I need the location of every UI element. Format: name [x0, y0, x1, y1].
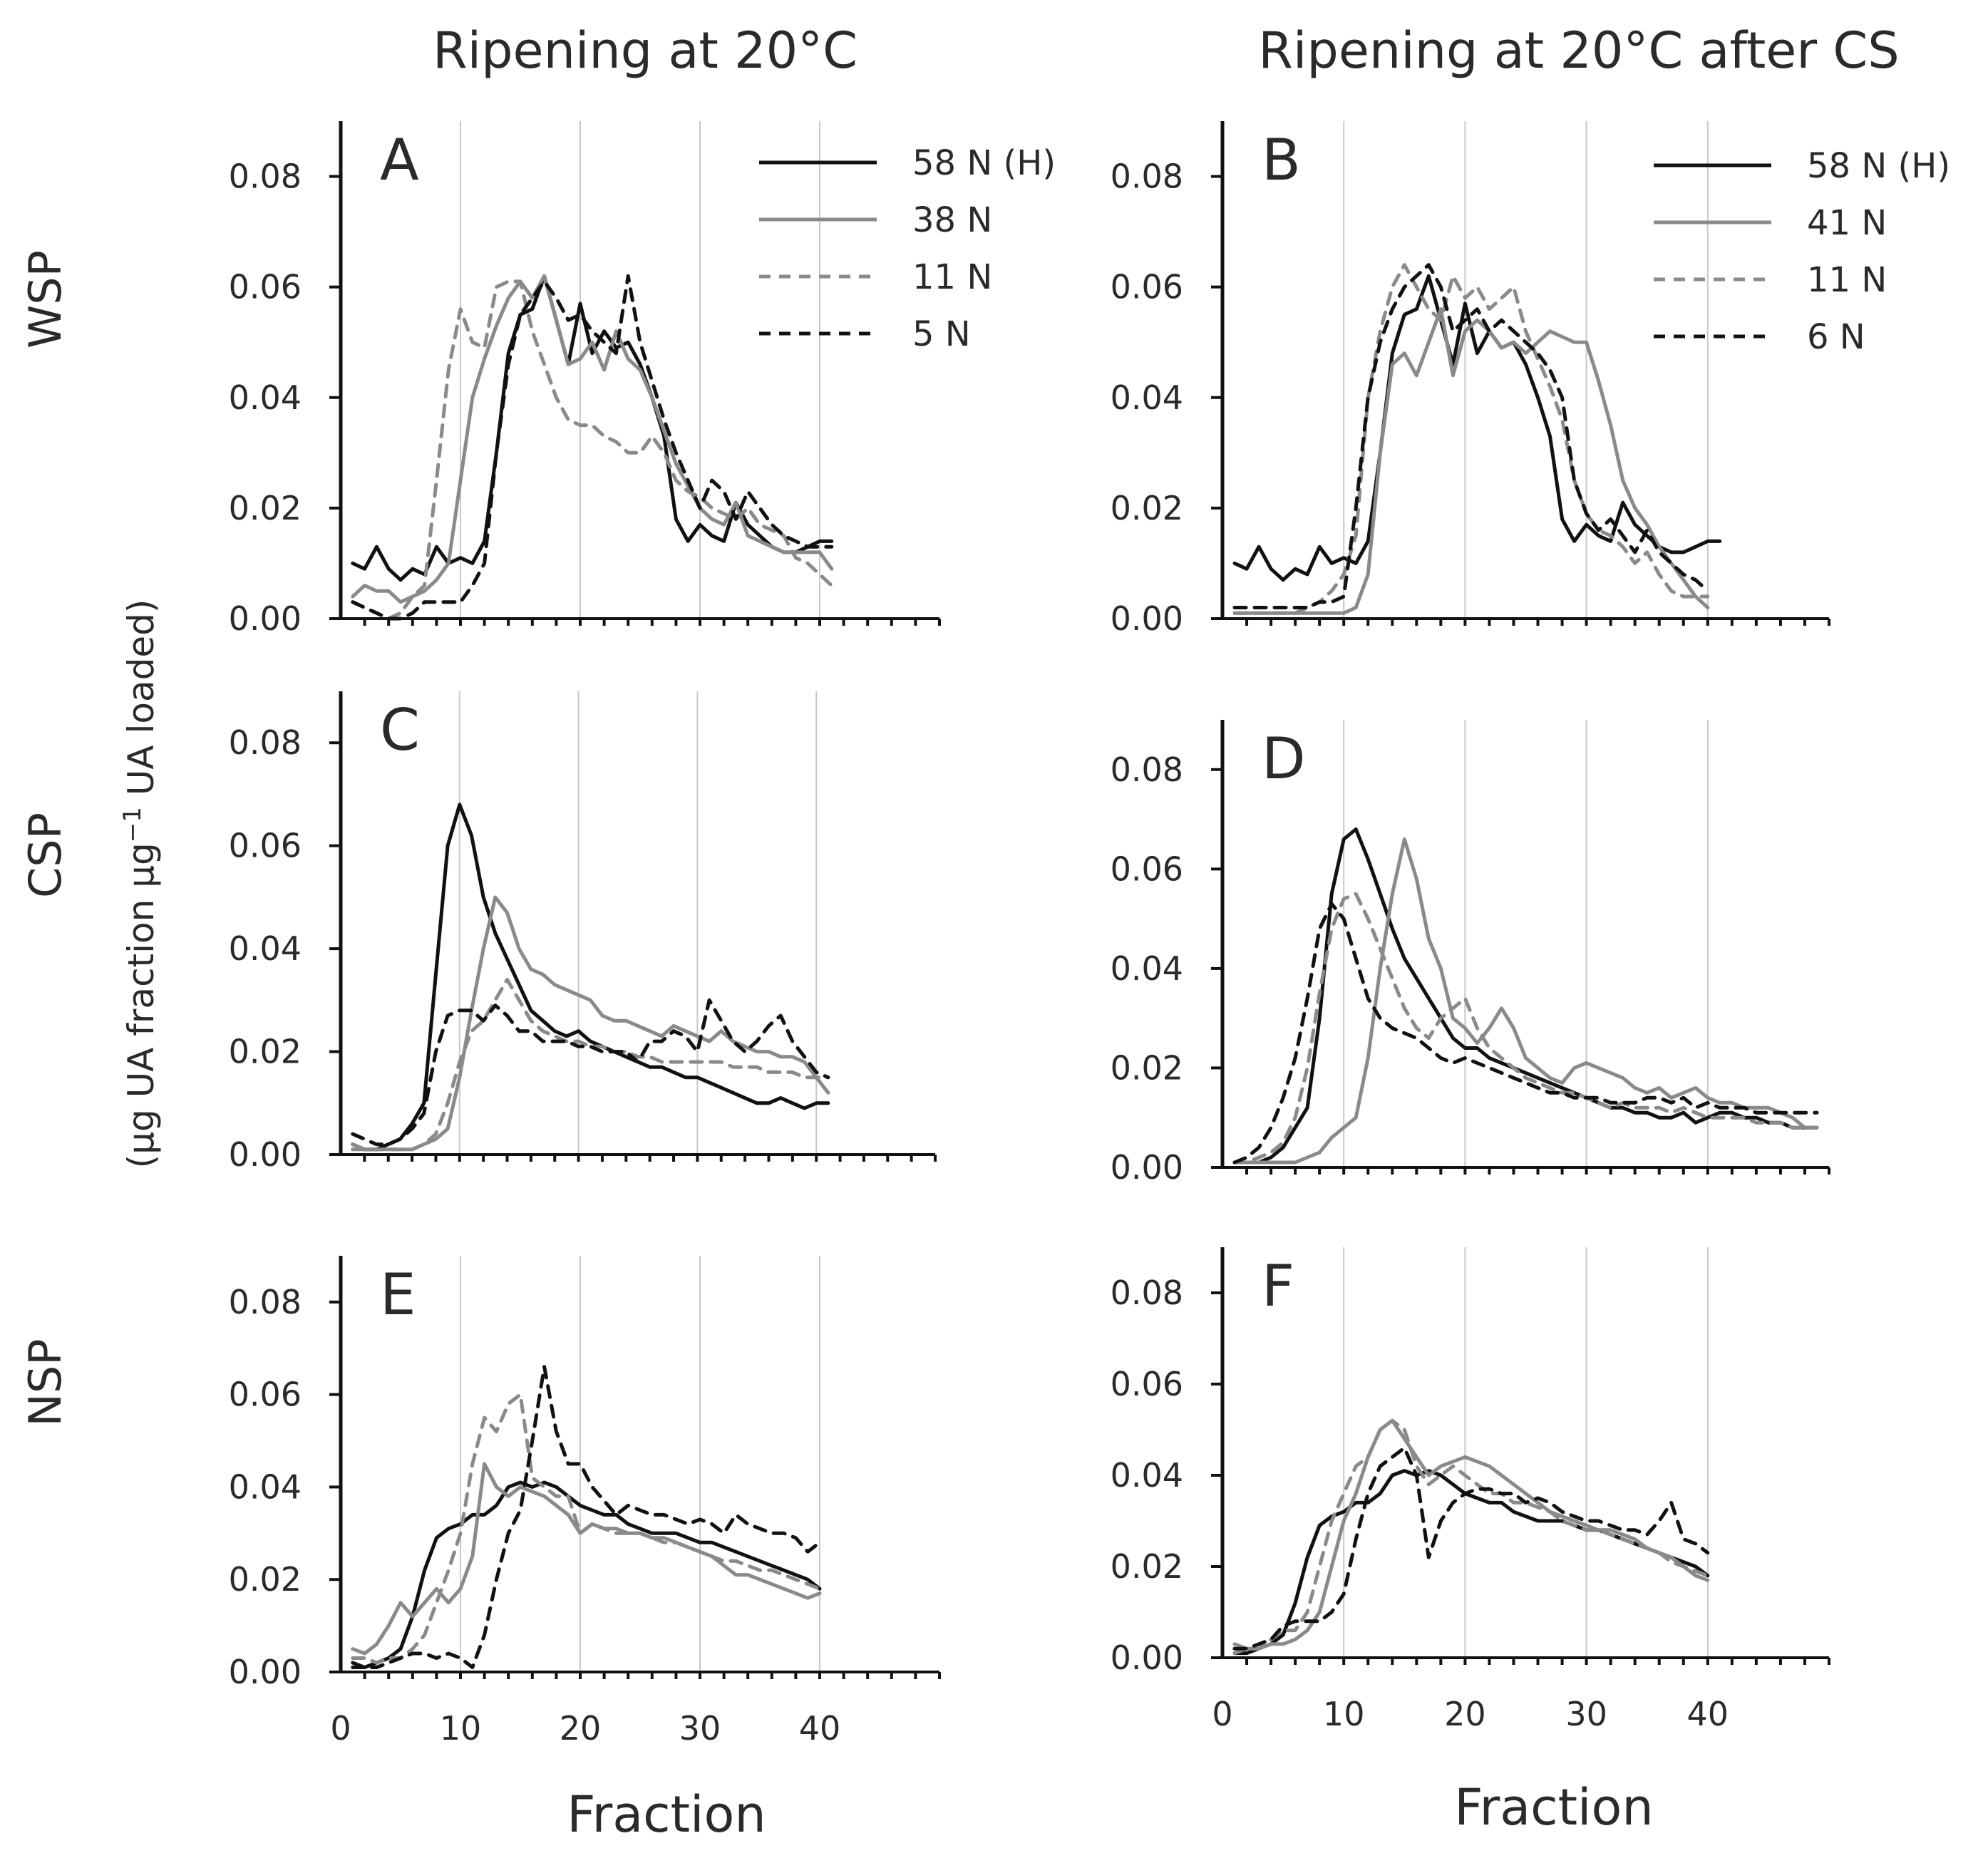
panel-f-y-tick-label: 0.04: [1111, 1456, 1183, 1495]
panel-c: 0.00 0.02 0.04 0.06 0.08 C: [229, 691, 937, 1174]
panel-a-series-38-n: [351, 274, 834, 604]
panel-f-x-tick-label: 30: [1565, 1695, 1607, 1733]
legend-right-entry: 58 N (H): [1807, 146, 1950, 186]
panel-a-y-tick-label: 0.02: [229, 489, 302, 527]
panel-f-y-tick-label: 0.00: [1111, 1638, 1183, 1677]
panel-a-series-5-n: [351, 274, 834, 621]
row-label-nsp: NSP: [19, 1338, 71, 1426]
panel-b-letter: B: [1262, 127, 1301, 193]
panel-f-x-tick-label: 20: [1444, 1695, 1486, 1733]
panel-e-y-tick-label: 0.08: [229, 1283, 302, 1321]
panel-c-y-tick-label: 0.00: [229, 1135, 302, 1174]
panel-f-y-tick-label: 0.02: [1111, 1547, 1183, 1586]
panel-b-y-tick-label: 0.02: [1111, 489, 1183, 527]
panel-e-y-tick-label: 0.04: [229, 1467, 302, 1506]
panel-c-y-tick-label: 0.02: [229, 1033, 302, 1071]
row-label-wsp: WSP: [19, 250, 71, 349]
panel-e-letter: E: [380, 1261, 416, 1328]
panel-c-series-38-n: [351, 895, 830, 1152]
panel-a: 0.00 0.02 0.04 0.06 0.08 A: [229, 121, 941, 638]
panel-e-x-tick-label: 30: [679, 1709, 721, 1748]
panel-e-series-11-n: [351, 1393, 822, 1665]
panel-c-y-tick-label: 0.08: [229, 723, 302, 762]
panel-a-series-11-n: [351, 279, 834, 621]
panel-d-series-58-n-h: [1232, 827, 1819, 1165]
panel-e-x-tick-label: 40: [799, 1709, 841, 1748]
panel-d-series-6-n: [1232, 902, 1819, 1165]
panel-e-x-tick-label: 10: [440, 1709, 482, 1748]
panel-f-letter: F: [1262, 1253, 1294, 1319]
panel-b-series-6-n: [1232, 263, 1710, 609]
panel-d-series-11-n: [1232, 892, 1819, 1165]
panel-b-y-tick-label: 0.06: [1111, 268, 1183, 306]
x-axis-label-left: Fraction: [567, 1785, 766, 1844]
panel-e-y-tick-label: 0.00: [229, 1653, 302, 1691]
panel-a-y-tick-label: 0.04: [229, 378, 302, 417]
panel-d-series-41-n: [1232, 837, 1819, 1165]
panel-f-x-tick-label: 0: [1212, 1695, 1232, 1733]
panel-d-y-tick-label: 0.08: [1111, 750, 1183, 789]
y-axis-label-exponent: −1: [118, 807, 147, 842]
panel-f-x-tick-label: 40: [1687, 1695, 1729, 1733]
panel-e-series-58-n-h: [351, 1480, 822, 1669]
panel-a-letter: A: [380, 127, 419, 193]
y-axis-label-part-2: UA loaded): [120, 599, 162, 807]
legend-right-entry: 6 N: [1807, 317, 1865, 357]
panel-d-y-tick-label: 0.04: [1111, 949, 1183, 988]
panel-e-x-tick-label: 20: [560, 1709, 602, 1748]
x-axis-label-right: Fraction: [1454, 1778, 1653, 1837]
panel-f-series-6-n: [1232, 1446, 1710, 1651]
y-axis-label-part-1: (µg UA fraction µg: [120, 842, 162, 1168]
panel-c-letter: C: [380, 697, 420, 763]
panel-e: 0.00 0.02 0.04 0.06 0.08 0 10 20 30 40 E: [229, 1256, 941, 1748]
panel-a-y-tick-label: 0.06: [229, 268, 302, 306]
panel-b-y-tick-label: 0.04: [1111, 378, 1183, 417]
panel-e-series-5-n: [351, 1365, 822, 1669]
legend-left-entry: 5 N: [912, 314, 971, 354]
panel-a-series-58-n-h: [351, 274, 834, 582]
legend-left: 58 N (H) 38 N 11 N 5 N: [759, 143, 1056, 354]
legend-left-entry: 11 N: [912, 257, 992, 297]
column-title-left: Ripening at 20°C: [433, 21, 857, 80]
panel-a-y-tick-label: 0.00: [229, 599, 302, 638]
legend-right: 58 N (H) 41 N 11 N 6 N: [1654, 146, 1950, 357]
panel-f: 0.00 0.02 0.04 0.06 0.08 0 10 20 30 40 F: [1111, 1247, 1830, 1733]
panel-d-letter: D: [1262, 726, 1306, 792]
legend-left-entry: 58 N (H): [912, 143, 1056, 183]
legend-right-entry: 11 N: [1807, 260, 1887, 300]
panel-d-y-tick-label: 0.06: [1111, 850, 1183, 888]
row-label-csp: CSP: [19, 812, 71, 898]
legend-right-entry: 41 N: [1807, 203, 1887, 243]
panel-f-y-tick-label: 0.06: [1111, 1365, 1183, 1403]
legend-left-entry: 38 N: [912, 200, 992, 240]
panel-e-y-tick-label: 0.02: [229, 1560, 302, 1599]
panel-b-y-tick-label: 0.08: [1111, 158, 1183, 196]
panel-e-x-tick-label: 0: [330, 1709, 351, 1748]
panel-a-y-tick-label: 0.08: [229, 158, 302, 196]
panel-e-y-tick-label: 0.06: [229, 1376, 302, 1414]
y-axis-label: (µg UA fraction µg−1 UA loaded): [118, 599, 162, 1169]
panel-b-y-tick-label: 0.00: [1111, 599, 1183, 638]
panel-f-y-tick-label: 0.08: [1111, 1274, 1183, 1312]
panel-d-y-tick-label: 0.00: [1111, 1148, 1183, 1187]
panel-d: 0.00 0.02 0.04 0.06 0.08 D: [1111, 720, 1830, 1187]
panel-b-series-41-n: [1232, 307, 1710, 615]
panel-b: 0.00 0.02 0.04 0.06 0.08 B: [1111, 121, 1830, 638]
panel-c-y-tick-label: 0.06: [229, 827, 302, 865]
panel-c-series-5-n: [351, 998, 830, 1147]
column-title-right: Ripening at 20°C after CS: [1258, 21, 1899, 80]
panel-c-series-11-n: [351, 977, 830, 1152]
panel-c-series-58-n-h: [351, 803, 830, 1152]
panel-d-y-tick-label: 0.02: [1111, 1048, 1183, 1087]
panel-f-x-tick-label: 10: [1323, 1695, 1365, 1733]
panel-b-series-58-n-h: [1232, 274, 1722, 582]
panel-f-series-11-n: [1232, 1418, 1710, 1656]
panel-c-y-tick-label: 0.04: [229, 929, 302, 968]
